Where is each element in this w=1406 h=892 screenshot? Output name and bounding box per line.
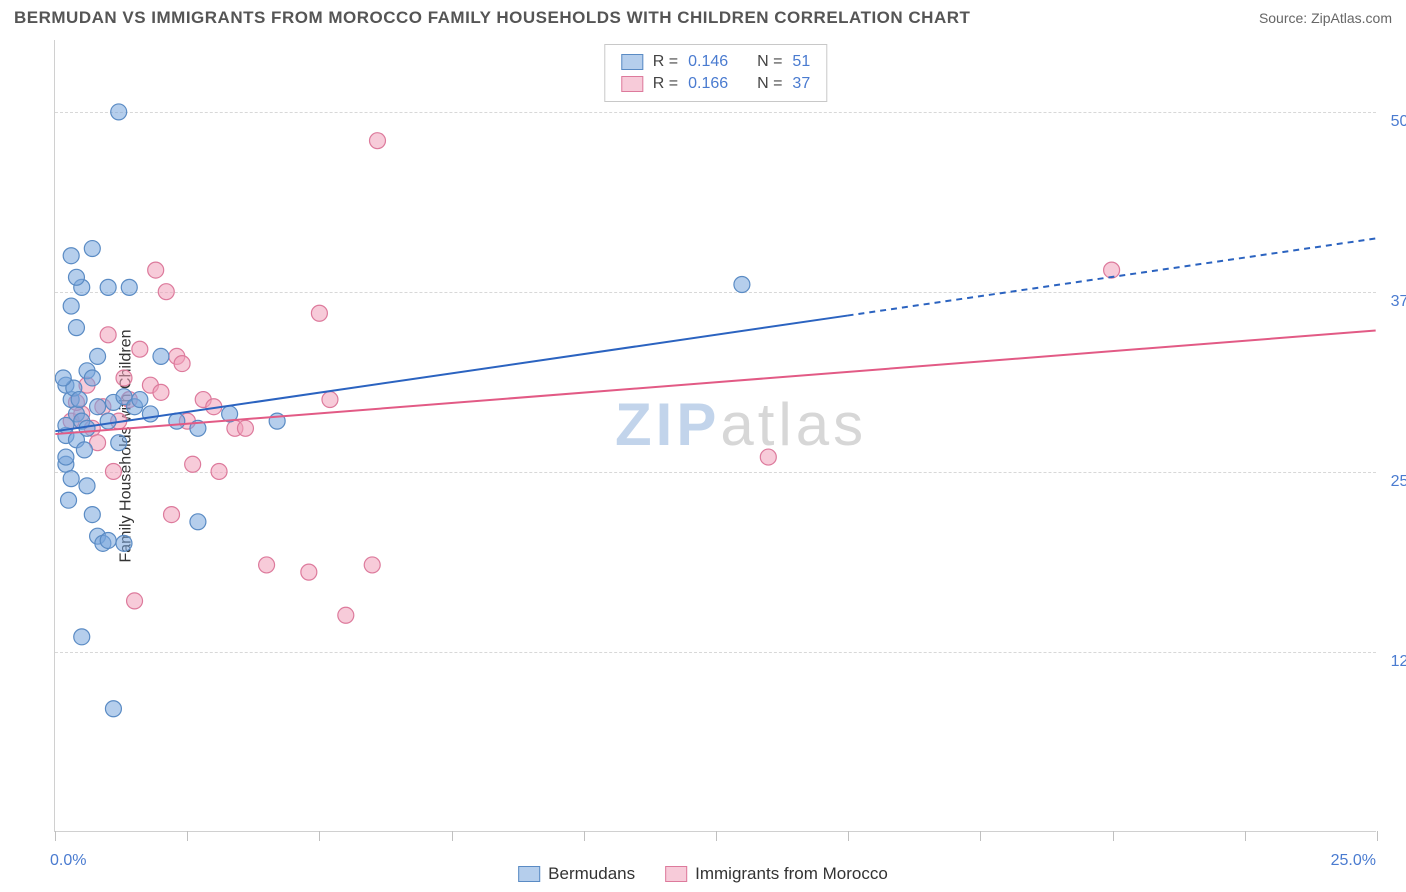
- legend-swatch-pink: [621, 76, 643, 92]
- n-label: N =: [757, 75, 782, 93]
- legend-swatch-blue: [621, 54, 643, 70]
- source-name: ZipAtlas.com: [1311, 10, 1392, 26]
- x-tick-label: 0.0%: [50, 852, 86, 870]
- legend-swatch-pink-b: [665, 866, 687, 882]
- r-value-blue: 0.146: [688, 53, 728, 71]
- source-prefix: Source:: [1259, 10, 1311, 26]
- y-tick-label: 12.5%: [1382, 653, 1406, 671]
- legend-label-pink: Immigrants from Morocco: [695, 864, 888, 884]
- scatter-plot-svg: [55, 40, 1376, 831]
- chart-title: BERMUDAN VS IMMIGRANTS FROM MOROCCO FAMI…: [14, 8, 970, 28]
- legend-bottom: Bermudans Immigrants from Morocco: [518, 864, 888, 884]
- n-value-blue: 51: [792, 53, 810, 71]
- legend-label-blue: Bermudans: [548, 864, 635, 884]
- r-label: R =: [653, 75, 678, 93]
- x-tick-label: 25.0%: [1331, 852, 1376, 870]
- n-label: N =: [757, 53, 782, 71]
- chart-plot-area: ZIPatlas R = 0.146 N = 51 R = 0.166 N = …: [54, 40, 1376, 832]
- legend-item-blue: Bermudans: [518, 864, 635, 884]
- n-value-pink: 37: [792, 75, 810, 93]
- r-value-pink: 0.166: [688, 75, 728, 93]
- legend-item-pink: Immigrants from Morocco: [665, 864, 888, 884]
- r-label: R =: [653, 53, 678, 71]
- header-bar: BERMUDAN VS IMMIGRANTS FROM MOROCCO FAMI…: [0, 0, 1406, 32]
- y-tick-label: 50.0%: [1382, 113, 1406, 131]
- legend-swatch-blue-b: [518, 866, 540, 882]
- legend-stats-box: R = 0.146 N = 51 R = 0.166 N = 37: [604, 44, 827, 102]
- legend-stats-row-blue: R = 0.146 N = 51: [621, 51, 810, 73]
- y-tick-label: 25.0%: [1382, 473, 1406, 491]
- source-attribution: Source: ZipAtlas.com: [1259, 10, 1392, 26]
- legend-stats-row-pink: R = 0.166 N = 37: [621, 73, 810, 95]
- y-tick-label: 37.5%: [1382, 293, 1406, 311]
